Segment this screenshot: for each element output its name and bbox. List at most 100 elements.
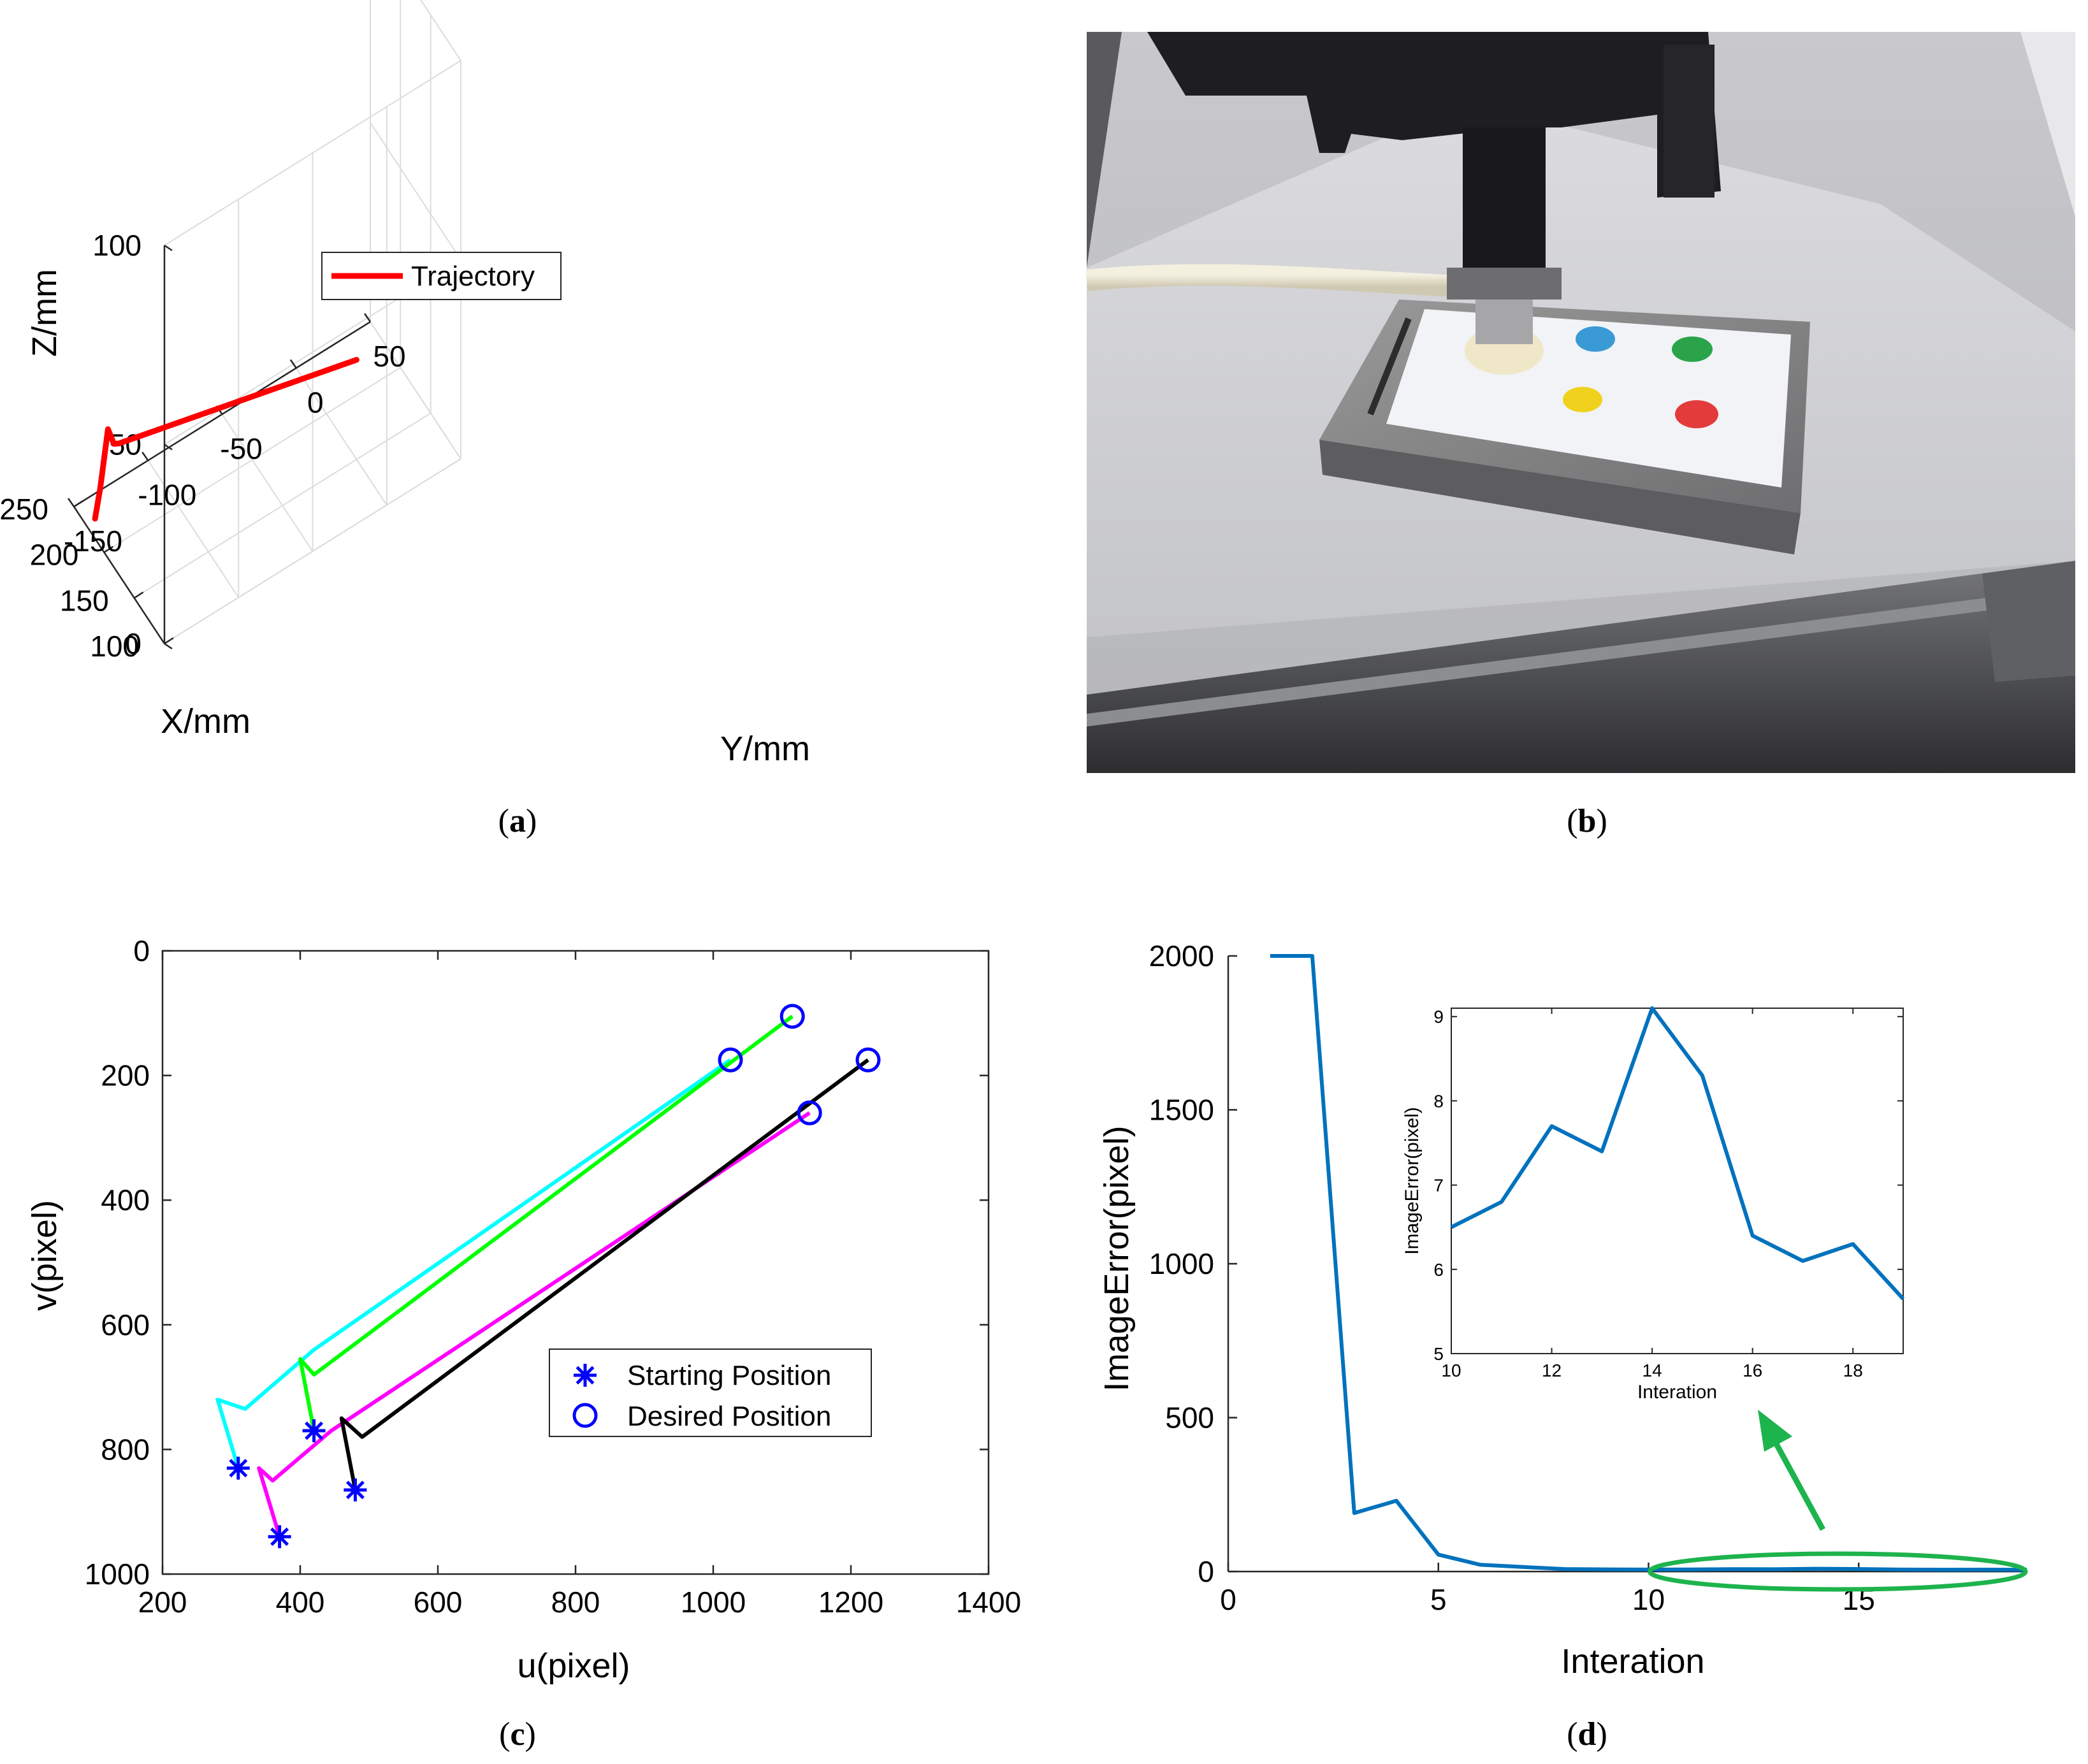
panel-c-legend-star [574, 1364, 597, 1387]
panel-c-y-tick-label: 0 [133, 934, 150, 967]
panel-d-inset: 10 12 14 16 18 5 6 7 8 9 Interation ImageError(pixe… [1402, 1006, 1905, 1403]
panel-c-legend-desired: Desired Position [627, 1401, 831, 1432]
panel-a-z-tick [164, 444, 173, 451]
panel-a-grid-line [370, 122, 461, 261]
panel-c-x-tick-label: 1400 [956, 1586, 1021, 1619]
panel-a-x-tick-label: 150 [60, 584, 109, 617]
panel-d-arrow-head [1758, 1410, 1792, 1452]
photo-dot-yellow [1563, 387, 1602, 412]
panel-a-caption-letter: a [509, 803, 526, 839]
panel-a-y-label: Y/mm [720, 730, 810, 768]
panel-b-photo: (b) [1085, 32, 2075, 839]
panel-c-x-tick-label: 1200 [818, 1586, 883, 1619]
panel-d-inset-y-tick-label: 8 [1433, 1091, 1444, 1111]
panel-d-inset-box [1451, 1008, 1904, 1354]
photo-suction-fitting [1475, 300, 1533, 344]
photo-aluminum-rail [1087, 561, 2075, 773]
panel-c-image-trajectories: 200 400 600 800 1000 1200 1400 0 200 400 600 800 100… [25, 934, 1021, 1753]
panel-a-grid-line [147, 459, 240, 598]
panel-c-starting-marker [302, 1419, 326, 1443]
panel-c-starting-marker [268, 1525, 291, 1549]
panel-a-grid-line [370, 321, 461, 459]
panel-c-starting-marker [226, 1456, 250, 1480]
panel-c-starting-marker-stroke [270, 1527, 289, 1546]
panel-a-y-tick-label: 50 [373, 340, 405, 373]
panel-d-y-tick-label: 1500 [1149, 1094, 1214, 1127]
panel-a-y-tick-label: 0 [307, 386, 324, 419]
panel-a-x-tick [73, 500, 83, 508]
panel-a-y-tick [363, 313, 372, 322]
panel-a-z-label: Z/mm [25, 269, 64, 357]
panel-d-inset-x-tick-label: 10 [1441, 1361, 1461, 1380]
photo-fixture-front [1319, 440, 1801, 554]
photo-air-tube [1085, 264, 1467, 298]
panel-a-x-tick-label: 250 [0, 493, 48, 526]
panel-c-desired-marker [797, 1100, 822, 1125]
panel-a-z-tick [164, 642, 173, 650]
panel-a-caption: (a) [498, 803, 537, 839]
panel-a-grid-line [164, 60, 461, 246]
panel-a-z-tick-label: 100 [92, 229, 141, 262]
photo-robot-bracket [1147, 32, 1721, 198]
panel-d-x-tick-label: 5 [1430, 1583, 1447, 1616]
panel-c-magenta-trajectory [257, 1111, 811, 1538]
panel-d-inset-error-line [1450, 1006, 1905, 1301]
panel-d-inset-x-tick-label: 12 [1542, 1361, 1562, 1380]
photo-rail-end [1982, 561, 2075, 682]
panel-d-inset-x-tick-label: 18 [1843, 1361, 1863, 1380]
panel-d-inset-y-tick-label: 7 [1433, 1176, 1444, 1196]
photo-dot-blue [1576, 326, 1615, 352]
panel-d-x-tick-label: 10 [1632, 1583, 1665, 1616]
panel-b-caption: (b) [1567, 803, 1607, 839]
panel-c-tick-labels: 200 400 600 800 1000 1200 1400 0 200 400 600 800 100… [85, 934, 1022, 1619]
panel-c-desired-marker [855, 1047, 881, 1073]
panel-d-inset-x-tick-label: 16 [1743, 1361, 1762, 1380]
panel-c-plot-box [161, 950, 990, 1575]
photo-robot-collar [1447, 268, 1562, 300]
panel-a-legend-label: Trajectory [411, 261, 535, 292]
panel-c-y-tick-label: 400 [101, 1183, 150, 1217]
panel-c-markers [226, 1004, 881, 1549]
photo-dot-red [1675, 400, 1718, 428]
panel-a-axes [67, 244, 372, 650]
panel-a-series [92, 357, 359, 522]
panel-c-x-tick-label: 600 [414, 1586, 463, 1619]
panel-d-highlight-ellipse [1647, 1551, 2028, 1592]
panel-c-x-tick-label: 800 [551, 1586, 600, 1619]
panel-c-axes [161, 950, 990, 1575]
panel-a-y-tick-label: -150 [64, 524, 122, 558]
panel-d-y-label: ImageError(pixel) [1098, 1125, 1136, 1391]
panel-b-caption-letter: b [1578, 803, 1597, 839]
panel-c-y-label: v(pixel) [25, 1200, 64, 1311]
panel-c-starting-marker-stroke [345, 1480, 365, 1500]
panel-c-legend-star-marker [574, 1364, 597, 1387]
panel-c-legend-star-stroke [576, 1366, 595, 1385]
panel-c-legend-starting: Starting Position [627, 1360, 831, 1391]
panel-d-y-tick-label: 500 [1165, 1401, 1214, 1435]
panel-a-legend: Trajectory [321, 252, 562, 300]
photo-robot-shaft [1463, 127, 1546, 287]
panel-c-starting-marker-stroke [229, 1459, 248, 1478]
panel-a-x-tick [103, 546, 114, 553]
photo-left-wall-shadow [1087, 32, 1122, 268]
panel-d-y-tick-label: 0 [1198, 1555, 1214, 1588]
panel-d-x-label: Interation [1561, 1642, 1704, 1681]
panel-d-inset-y-tick-label: 5 [1433, 1344, 1444, 1364]
panel-d-caption: (d) [1567, 1716, 1607, 1753]
panel-c-legend-box [549, 1348, 872, 1437]
photo-dot-green [1672, 336, 1713, 362]
panel-a-grid-line [420, 0, 461, 61]
panel-a-grid-line [221, 414, 314, 552]
panel-a-y-tick-label: -50 [220, 432, 262, 465]
panel-a-grid-line [295, 367, 388, 506]
photo-rail-highlight [1087, 586, 2075, 727]
panel-c-x-tick-label: 200 [138, 1586, 187, 1619]
panel-c-starting-marker [344, 1478, 367, 1501]
panel-d-axes [1227, 955, 2027, 1573]
panel-d-caption-letter: d [1578, 1716, 1597, 1753]
panel-a-grid [73, 0, 461, 644]
